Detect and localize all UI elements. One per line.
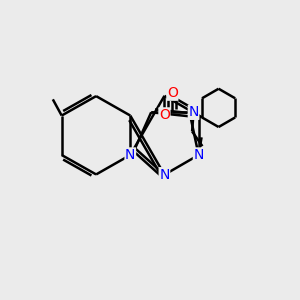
Text: N: N xyxy=(125,148,136,162)
Text: O: O xyxy=(159,108,170,122)
Text: O: O xyxy=(167,86,178,100)
Text: N: N xyxy=(188,105,199,119)
Text: N: N xyxy=(159,168,170,182)
Text: N: N xyxy=(194,148,204,162)
